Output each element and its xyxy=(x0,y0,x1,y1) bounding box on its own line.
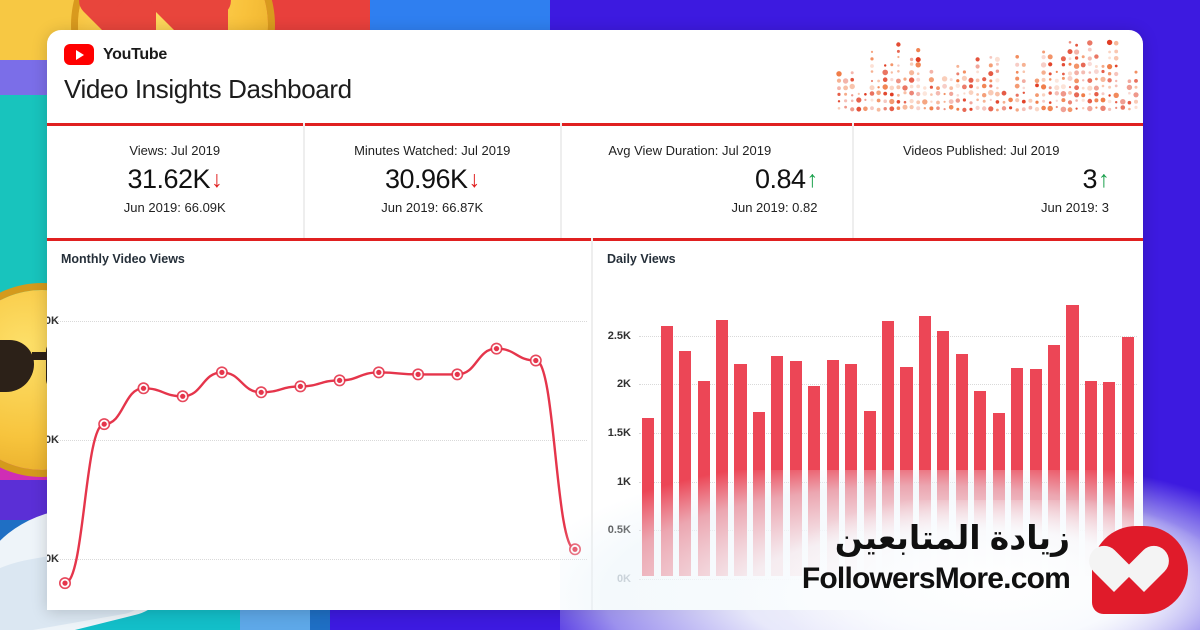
kpi-previous: Jun 2019: 0.82 xyxy=(731,200,818,215)
gridline xyxy=(53,320,587,322)
kpi-value: 31.62K xyxy=(127,164,211,194)
kpi-value-row: 0.84 ↑ xyxy=(755,164,818,195)
gridline xyxy=(53,559,587,561)
y-axis-tick-label: 1.5K xyxy=(607,427,631,439)
chart-title-monthly: Monthly Video Views xyxy=(61,252,185,266)
y-axis-tick-label: 2.5K xyxy=(607,329,631,342)
y-axis-tick-label: 30K xyxy=(47,434,59,446)
page-title: Video Insights Dashboard xyxy=(64,74,352,104)
brand-row: YouTube xyxy=(64,44,1143,65)
trend-down-icon: ↓ xyxy=(468,166,481,192)
kpi-card-minutes-watched[interactable]: Minutes Watched: Jul 2019 30.96K ↓ Jun 2… xyxy=(304,123,560,238)
trend-up-icon: ↑ xyxy=(806,166,819,192)
kpi-value: 30.96K xyxy=(384,164,468,194)
kpi-previous: Jun 2019: 66.09K xyxy=(123,200,226,215)
kpi-value: 3 xyxy=(1082,164,1097,194)
kpi-previous: Jun 2019: 3 xyxy=(1041,200,1109,215)
gridline xyxy=(53,440,587,441)
line-series-monthly-views xyxy=(59,342,581,590)
kpi-value-row: 31.62K ↓ xyxy=(127,164,222,195)
kpi-strip: Views: Jul 2019 31.62K ↓ Jun 2019: 66.09… xyxy=(47,123,1143,238)
kpi-card-videos-published[interactable]: Videos Published: Jul 2019 3 ↑ Jun 2019:… xyxy=(853,123,1143,238)
chart-title-daily: Daily Views xyxy=(607,252,676,266)
dashboard-header: YouTube Video Insights Dashboard xyxy=(47,30,1143,123)
kpi-value-row: 30.96K ↓ xyxy=(385,164,480,195)
kpi-label: Minutes Watched: Jul 2019 xyxy=(354,143,511,158)
brand-name: YouTube xyxy=(103,45,167,63)
kpi-card-views[interactable]: Views: Jul 2019 31.62K ↓ Jun 2019: 66.09… xyxy=(47,123,303,238)
watermark: زيادة المتابعين FollowersMore.com xyxy=(802,512,1188,622)
heart-speech-bubble-icon xyxy=(1092,526,1188,614)
panel-monthly-video-views: Monthly Video Views 60K 30K 0K xyxy=(47,238,591,610)
header-dot-density-decoration xyxy=(836,39,1139,113)
y-axis-tick-label: 2K xyxy=(616,378,631,391)
watermark-arabic-text: زيادة المتابعين xyxy=(834,519,1071,556)
kpi-value: 0.84 xyxy=(754,164,806,194)
kpi-label: Videos Published: Jul 2019 xyxy=(902,143,1060,158)
youtube-logo-icon xyxy=(64,44,94,65)
kpi-previous: Jun 2019: 66.87K xyxy=(381,200,484,215)
trend-down-icon: ↓ xyxy=(211,166,223,192)
line-chart-monthly-views[interactable]: 60K 30K 0K xyxy=(47,241,591,610)
kpi-label: Avg View Duration: Jul 2019 xyxy=(608,143,772,158)
y-axis-tick-label: 0K xyxy=(47,553,59,566)
kpi-card-avg-view-duration[interactable]: Avg View Duration: Jul 2019 0.84 ↑ Jun 2… xyxy=(562,123,852,238)
trend-up-icon: ↑ xyxy=(1098,166,1110,192)
y-axis-tick-label: 60K xyxy=(47,314,59,327)
kpi-value-row: 3 ↑ xyxy=(1082,164,1109,195)
watermark-site-url: FollowersMore.com xyxy=(801,562,1071,595)
kpi-label: Views: Jul 2019 xyxy=(129,143,221,158)
